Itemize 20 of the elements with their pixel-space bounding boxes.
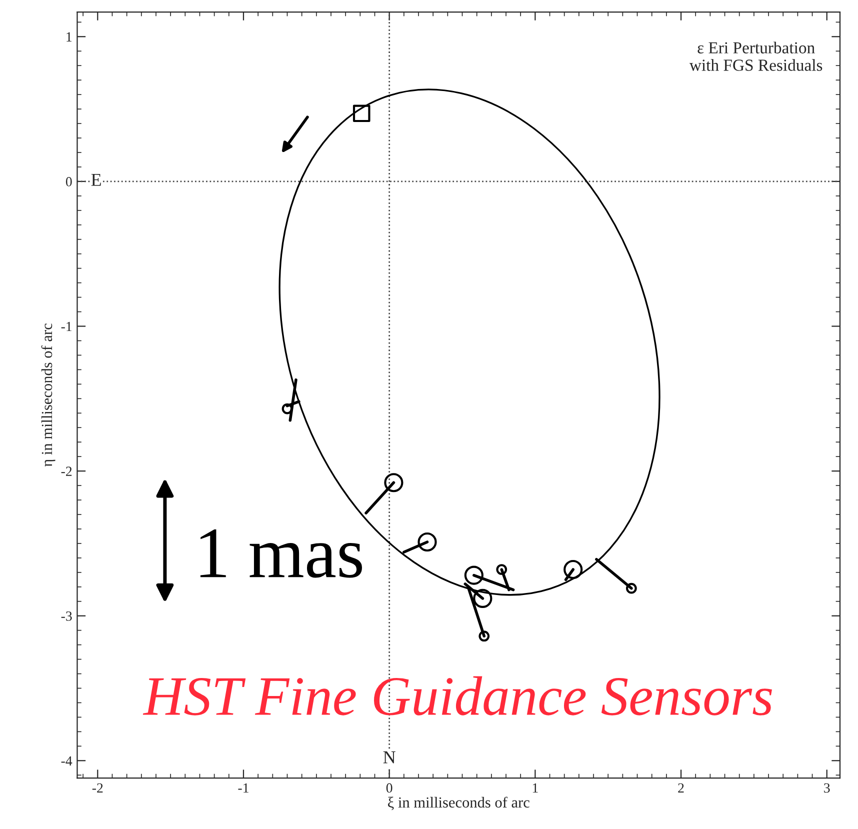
- y-axis-title: η in milliseconds of arc: [41, 324, 56, 467]
- x-tick-label: -2: [92, 783, 103, 793]
- annotation: 1 mas: [200, 529, 362, 578]
- x-tick-label: 1: [532, 783, 538, 793]
- x-tick-label: 2: [678, 783, 684, 793]
- annotation: HST Fine Guidance Sensors: [142, 676, 772, 716]
- y-tick-label: -3: [61, 611, 72, 621]
- point: [352, 104, 370, 122]
- y-tick-label: -4: [61, 756, 72, 766]
- ref-line-label: N: [383, 751, 396, 764]
- y-tick-label: 1: [66, 32, 72, 42]
- ref-line-label: E: [91, 174, 101, 186]
- x-tick-label: 0: [386, 783, 392, 793]
- x-tick-label: 3: [824, 783, 830, 793]
- x-tick-label: -1: [238, 783, 248, 793]
- text: ε Eri Perturbation with FGS Residuals: [689, 42, 822, 71]
- y-tick-label: -2: [61, 466, 72, 476]
- x-axis-title: ξ in milliseconds of arc: [388, 796, 530, 810]
- y-tick-label: 0: [66, 177, 72, 186]
- y-tick-label: -1: [61, 322, 72, 332]
